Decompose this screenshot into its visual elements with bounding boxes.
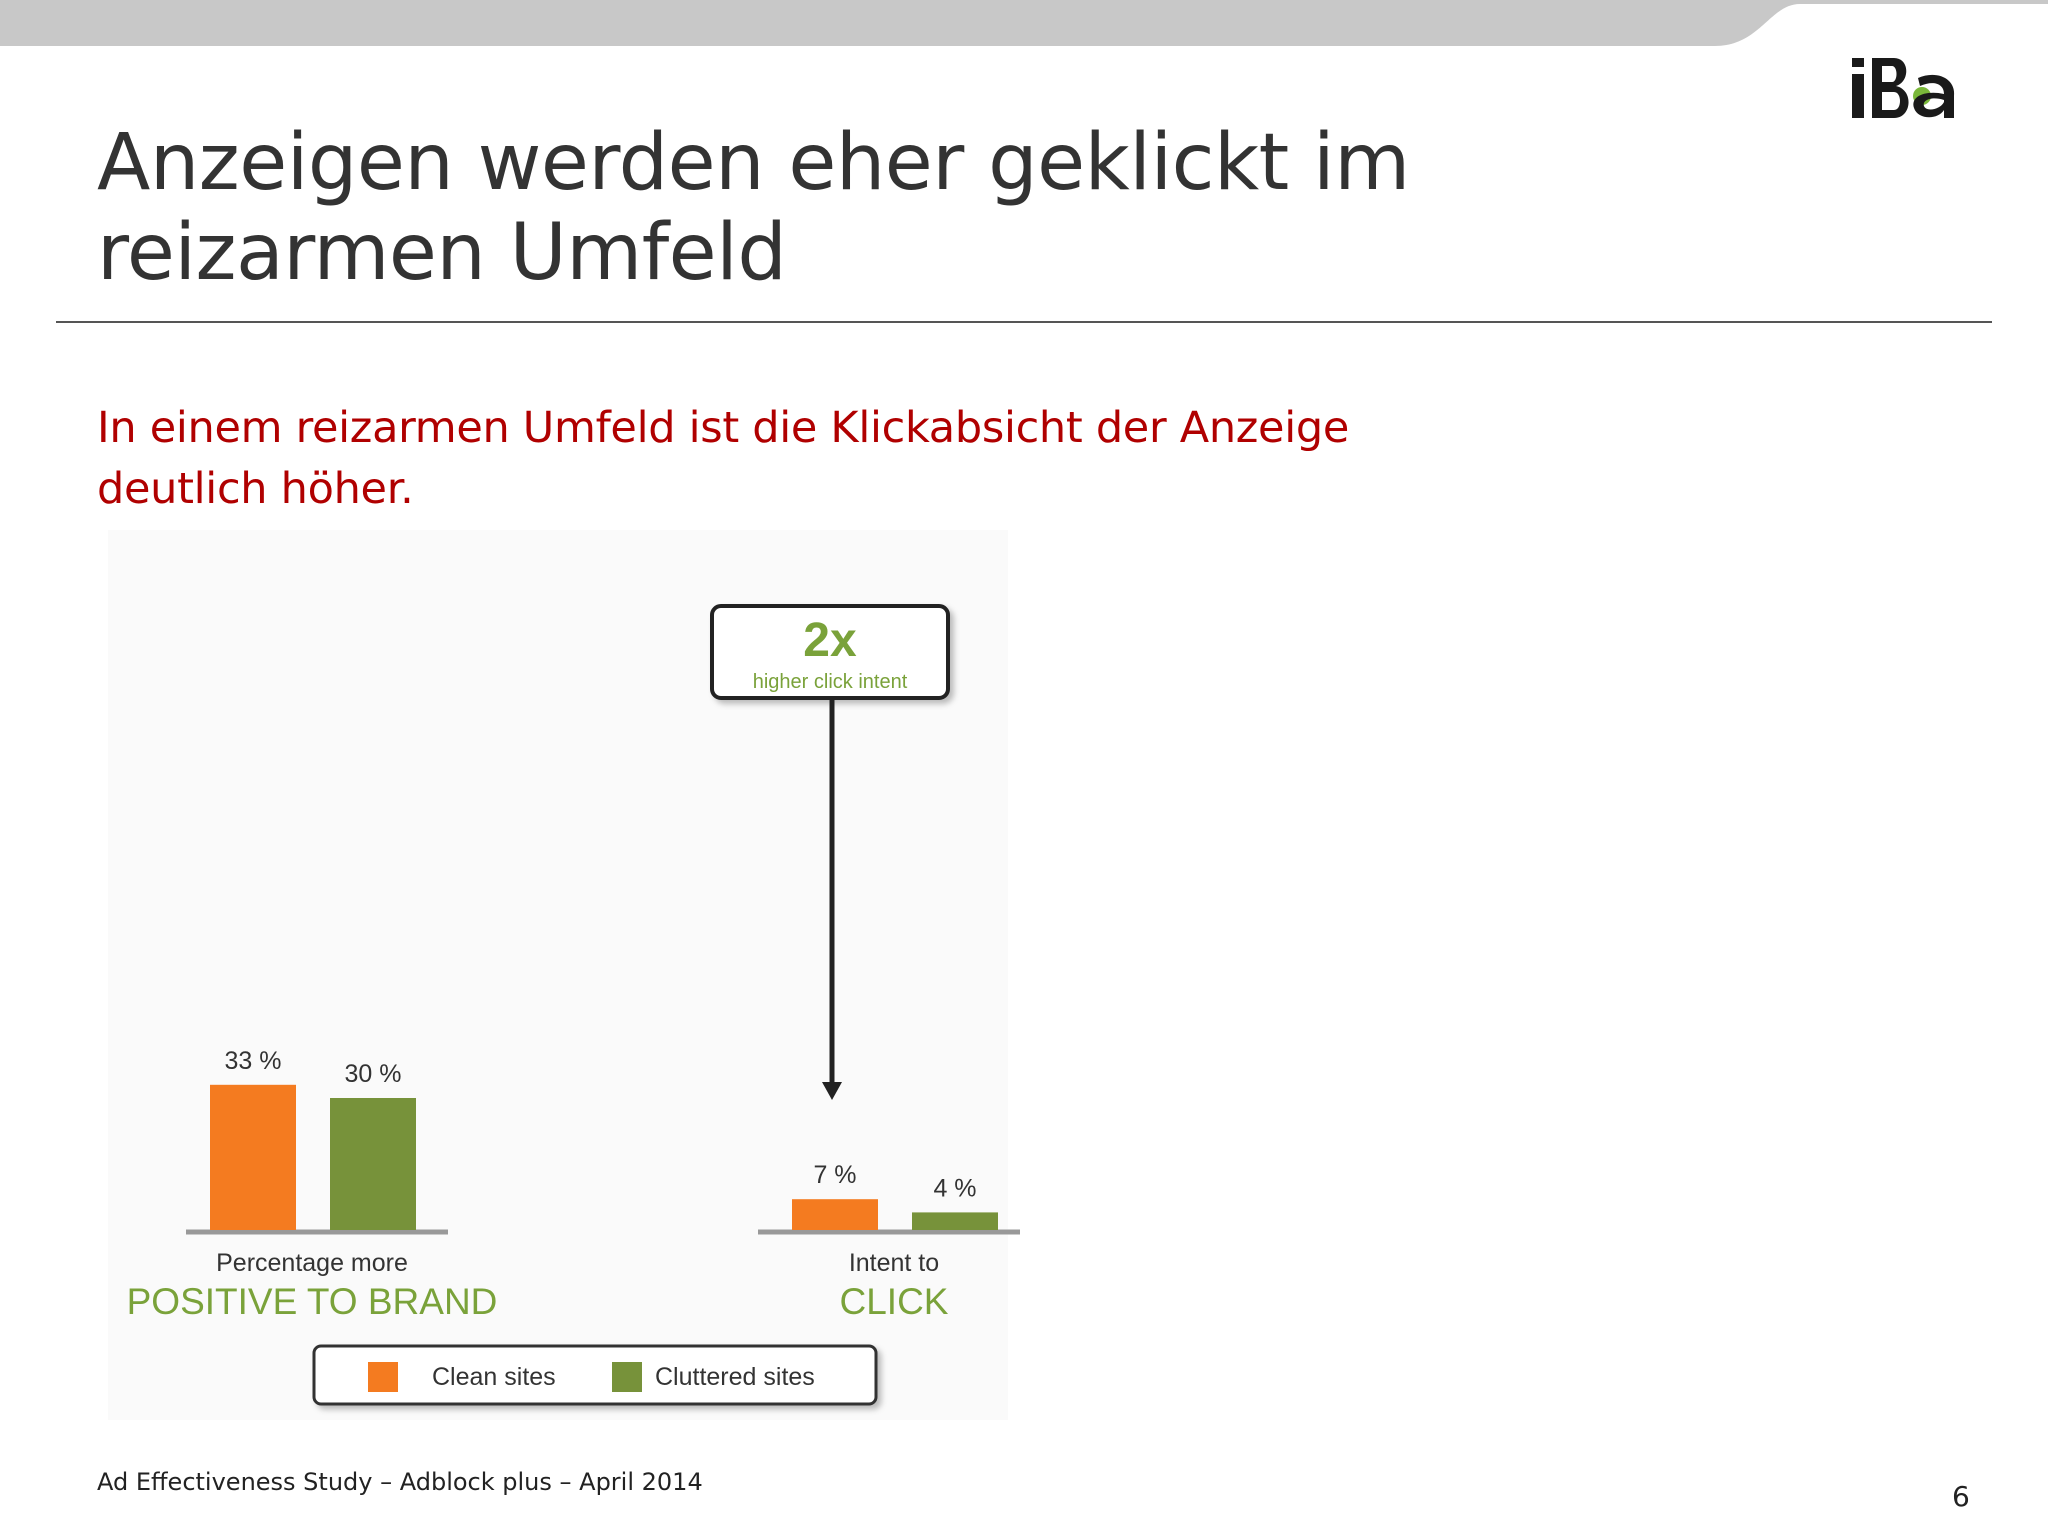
group-1-caption: Percentage more (216, 1249, 408, 1277)
bar-clean-group-2 (792, 1199, 878, 1230)
callout-text: higher click intent (753, 671, 908, 693)
slide-title: Anzeigen werden eher geklickt im reizarm… (97, 118, 1410, 298)
iba-logo-icon (1852, 58, 1955, 118)
bar-cluttered-group-2 (912, 1212, 998, 1230)
bar-label-clean-group-1: 33 % (225, 1047, 282, 1075)
bar-label-cluttered-group-2: 4 % (933, 1174, 976, 1202)
callout-box (710, 604, 950, 700)
bar-clean-group-1 (210, 1084, 296, 1230)
page-number: 6 (1952, 1480, 1970, 1513)
top-header-band (0, 0, 2048, 46)
callout-arrow-head (822, 1082, 842, 1100)
group-2-title: CLICK (840, 1281, 949, 1322)
group-1-title: POSITIVE TO BRAND (127, 1281, 498, 1322)
bar-label-cluttered-group-1: 30 % (345, 1060, 402, 1088)
legend-swatch-cluttered (612, 1362, 642, 1392)
callout-value: 2x (803, 614, 857, 667)
legend-swatch-clean (368, 1362, 398, 1392)
legend-label-clean: Clean sites (432, 1363, 556, 1391)
group-2-caption: Intent to (849, 1249, 939, 1277)
footer-source: Ad Effectiveness Study – Adblock plus – … (97, 1468, 703, 1496)
legend-box (312, 1344, 878, 1406)
slide-subtitle: In einem reizarmen Umfeld ist die Klicka… (97, 403, 1350, 514)
legend-label-cluttered: Cluttered sites (655, 1363, 815, 1391)
title-divider (56, 321, 1992, 323)
bar-cluttered-group-1 (330, 1098, 416, 1230)
bar-label-clean-group-2: 7 % (813, 1161, 856, 1189)
